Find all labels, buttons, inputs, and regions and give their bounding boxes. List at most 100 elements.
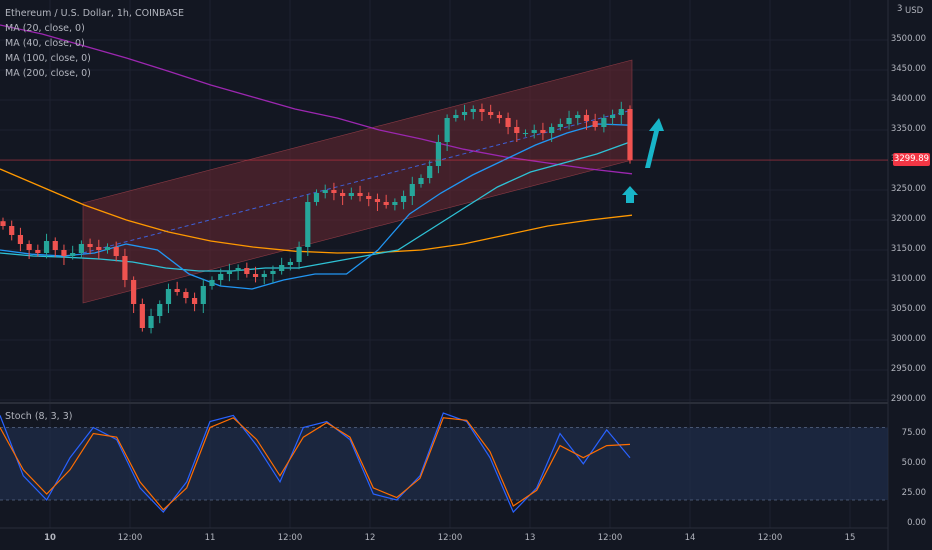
candle-bullish (78, 244, 84, 253)
candle-bearish (61, 250, 67, 256)
candle-bullish (287, 262, 293, 265)
ma40-legend[interactable]: MA (40, close, 0) (5, 38, 85, 49)
candle-bullish (409, 184, 415, 196)
time-tick: 12:00 (437, 533, 463, 543)
stoch-tick: 75.00 (901, 427, 926, 438)
candle-bearish (52, 241, 58, 250)
candle-bullish (70, 253, 76, 256)
channel-midline (82, 109, 633, 254)
candle-bearish (191, 298, 198, 304)
stoch-tick: 50.00 (901, 457, 926, 468)
candle-bullish (261, 274, 267, 277)
ma100-legend[interactable]: MA (100, close, 0) (5, 53, 91, 64)
candle-bearish (331, 190, 337, 193)
candle-bullish (575, 115, 581, 118)
price-tick: 3500.00 (890, 34, 926, 44)
candle-bearish (139, 304, 145, 328)
candle-bullish (165, 289, 172, 304)
candle-bearish (488, 112, 494, 115)
candle-bullish (609, 115, 616, 118)
candle-bullish (557, 124, 563, 127)
candle-bearish (540, 130, 546, 133)
price-tick: 2950.00 (890, 364, 926, 374)
annotations (622, 118, 664, 203)
time-tick: 12:00 (277, 533, 303, 543)
ma20-legend[interactable]: MA (20, close, 0) (5, 23, 85, 34)
price-tick: 3050.00 (890, 304, 926, 314)
stoch-k-line (0, 412, 631, 514)
currency-label[interactable]: USD (905, 6, 924, 16)
candle-bearish (113, 247, 119, 256)
candle-bearish (0, 221, 6, 226)
top-tick-fragment: 3 (897, 4, 903, 14)
candle-bearish (627, 109, 633, 160)
time-tick: 10 (44, 533, 56, 543)
price-tick: 3400.00 (890, 94, 926, 104)
candle-bullish (348, 193, 354, 196)
candle-bullish (279, 265, 285, 271)
indicator-legend: Ethereum / U.S. Dollar, 1h, COINBASE MA … (5, 6, 184, 81)
time-tick: 12:00 (757, 533, 783, 543)
price-tick: 3100.00 (890, 274, 926, 284)
time-tick: 11 (204, 533, 216, 543)
time-tick: 13 (524, 533, 536, 543)
candle-bearish (583, 115, 590, 121)
price-tick: 3000.00 (890, 334, 926, 344)
time-tick: 14 (684, 533, 696, 543)
last-price-tag: 3299.89 (893, 153, 930, 166)
time-tick: 15 (844, 533, 856, 543)
candle-bullish (522, 133, 529, 134)
candle-bullish (444, 118, 450, 142)
time-tick: 12:00 (597, 533, 623, 543)
stoch-legend[interactable]: Stoch (8, 3, 3) (5, 411, 73, 422)
candle-bearish (26, 244, 32, 250)
candle-bullish (470, 109, 476, 112)
candle-bearish (9, 226, 15, 235)
candle-bearish (96, 247, 102, 250)
time-tick: 12 (364, 533, 376, 543)
regression-channel (82, 59, 633, 304)
ma40-line (0, 141, 631, 272)
candle-bullish (531, 130, 537, 133)
candle-bullish (322, 190, 328, 193)
stoch-tick: 25.00 (901, 487, 926, 498)
candle-bearish (366, 196, 372, 199)
candle-bullish (461, 112, 468, 115)
candle-bullish (148, 316, 154, 328)
candle-bullish (400, 196, 407, 202)
candlesticks (0, 101, 888, 334)
stoch-d-line (0, 417, 631, 511)
candle-bearish (514, 127, 520, 133)
candle-bearish (183, 292, 189, 298)
symbol-title[interactable]: Ethereum / U.S. Dollar, 1h, COINBASE (5, 8, 185, 19)
stoch-band (0, 427, 888, 500)
ma200-legend[interactable]: MA (200, close, 0) (5, 68, 91, 79)
candle-bullish (270, 271, 276, 274)
candle-bearish (592, 121, 598, 127)
candle-bearish (122, 256, 128, 280)
candle-bullish (235, 268, 241, 271)
candle-bullish (104, 247, 111, 250)
candle-bearish (505, 118, 511, 127)
candle-bearish (87, 244, 93, 247)
candle-bullish (427, 166, 433, 178)
candle-bullish (453, 115, 459, 118)
candle-bullish (418, 178, 424, 184)
candle-bearish (131, 280, 137, 304)
candle-bullish (209, 280, 215, 286)
stoch-tick: 0.00 (907, 518, 926, 529)
price-tick: 3450.00 (890, 64, 926, 74)
price-tick: 3350.00 (890, 124, 926, 134)
time-tick: 12:00 (117, 533, 143, 543)
candle-bearish (479, 109, 485, 112)
candle-bullish (601, 118, 607, 127)
candle-bullish (157, 304, 163, 316)
candle-bullish (618, 109, 624, 115)
candle-bullish (296, 247, 302, 262)
candle-bullish (392, 202, 398, 205)
candle-bearish (252, 274, 259, 277)
candle-bullish (549, 127, 555, 133)
candle-bullish (43, 241, 50, 253)
candle-bearish (374, 199, 381, 202)
